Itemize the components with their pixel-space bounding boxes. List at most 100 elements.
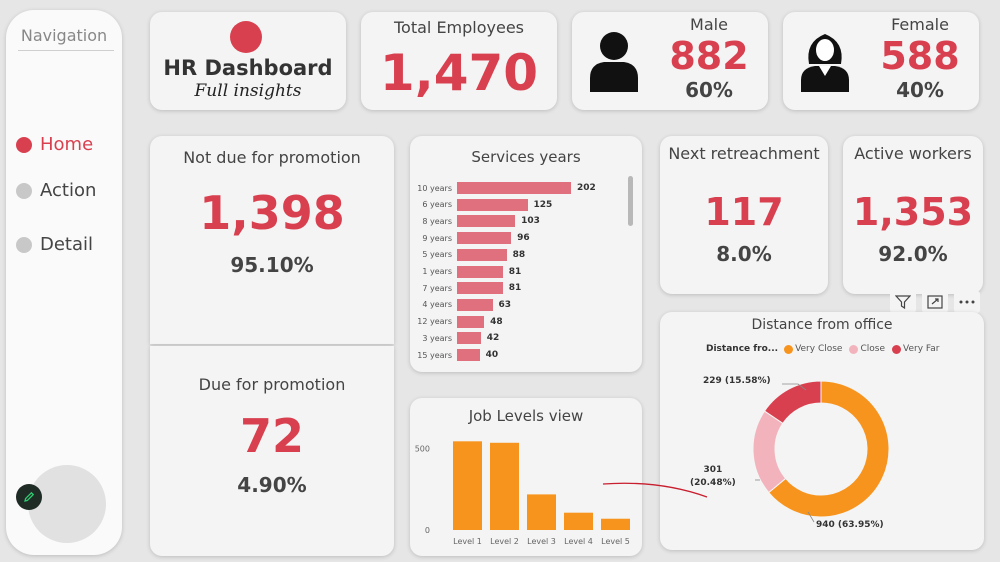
- next-retreachment-value: 117: [704, 190, 784, 234]
- next-retreachment-label: Next retreachment: [668, 144, 820, 163]
- bar-category-label: 12 years: [417, 317, 452, 327]
- services-bar[interactable]: [457, 265, 503, 278]
- legend-item-very-far[interactable]: Very Far: [892, 344, 939, 354]
- nav-item-home[interactable]: Home: [16, 134, 93, 155]
- x-tick-label: Level 4: [564, 537, 593, 546]
- nav-item-action[interactable]: Action: [16, 180, 96, 201]
- x-tick-label: Level 1: [453, 537, 482, 546]
- bar-value-label: 40: [485, 350, 499, 360]
- focus-mode-button[interactable]: [922, 291, 948, 313]
- job-level-bar[interactable]: [527, 494, 556, 530]
- distance-title: Distance from office: [751, 317, 893, 333]
- services-bar-row[interactable]: 12 years 48: [410, 315, 503, 328]
- y-tick-label: 0: [425, 526, 430, 535]
- job-levels-chart: 500 0 Level 1 Level 2 Level 3 Level 4 Level 5: [415, 441, 630, 546]
- job-level-bar[interactable]: [453, 441, 482, 530]
- bar-value-label: 202: [577, 183, 596, 193]
- expand-icon: [927, 295, 943, 309]
- services-bar[interactable]: [457, 248, 507, 261]
- female-label: Female: [891, 15, 949, 34]
- x-tick-label: Level 5: [601, 537, 630, 546]
- bar-category-label: 9 years: [422, 233, 452, 243]
- services-bar-row[interactable]: 1 years 81: [410, 265, 522, 278]
- legend-title: Distance fro...: [706, 344, 779, 354]
- services-bar-row[interactable]: 4 years 63: [410, 298, 512, 311]
- bar-value-label: 63: [498, 299, 512, 310]
- bar-category-label: 4 years: [422, 300, 452, 310]
- services-bar[interactable]: [457, 198, 528, 211]
- male-percent: 60%: [685, 78, 733, 102]
- divider: [18, 50, 114, 51]
- dashboard-subtitle: Full insights: [194, 81, 302, 101]
- services-bar-row[interactable]: 9 years 96: [410, 232, 530, 245]
- active-workers-label: Active workers: [854, 144, 972, 163]
- services-years-title: Services years: [471, 148, 581, 166]
- total-employees-card: Total Employees 1,470: [361, 12, 557, 110]
- bar-value-label: 96: [517, 233, 530, 244]
- chart-scrollbar[interactable]: [628, 176, 633, 226]
- services-bar-row[interactable]: 3 years 42: [410, 332, 499, 345]
- services-bar[interactable]: [457, 315, 485, 328]
- services-bar[interactable]: [457, 349, 480, 361]
- due-promotion-percent: 4.90%: [237, 473, 307, 497]
- due-promotion-label: Due for promotion: [198, 375, 346, 394]
- legend-label: Close: [860, 344, 885, 354]
- legend-dot: [892, 344, 901, 354]
- y-tick-label: 500: [415, 444, 430, 453]
- legend-dot: [784, 344, 794, 354]
- services-bar[interactable]: [457, 215, 516, 228]
- services-bar-row[interactable]: 6 years 125: [410, 198, 552, 211]
- female-card: Female 588 40%: [783, 12, 979, 110]
- male-label: Male: [690, 15, 728, 34]
- edit-button[interactable]: [16, 484, 42, 510]
- bar-value-label: 81: [508, 283, 522, 294]
- active-workers-percent: 92.0%: [878, 242, 948, 266]
- nav-item-label: Action: [40, 180, 97, 201]
- services-years-chart-card: Services years 10 years 202 6 years 125 8 ye…: [410, 136, 642, 372]
- job-level-bar[interactable]: [564, 512, 593, 530]
- next-retreachment-percent: 8.0%: [716, 242, 772, 266]
- male-value: 882: [669, 34, 749, 78]
- visual-toolbar: [890, 290, 986, 314]
- female-value: 588: [880, 34, 960, 78]
- services-bar[interactable]: [457, 298, 493, 311]
- legend-label: Very Far: [903, 344, 940, 354]
- donut-slice-very-far[interactable]: [763, 380, 822, 425]
- legend-item-close[interactable]: Close: [849, 344, 885, 354]
- bar-value-label: 103: [521, 216, 540, 227]
- more-options-button[interactable]: [954, 291, 980, 313]
- donut-label-very-close: 940 (63.95%): [816, 520, 884, 530]
- legend-item-very-close[interactable]: Very Close: [784, 344, 842, 354]
- services-bar-row[interactable]: 7 years 81: [410, 282, 522, 295]
- bar-category-label: 10 years: [417, 183, 452, 193]
- filter-button[interactable]: [890, 291, 916, 313]
- services-bar[interactable]: [457, 232, 512, 245]
- due-promotion-card: Due for promotion 72 4.90%: [150, 346, 394, 556]
- dashboard-title: HR Dashboard: [163, 56, 333, 80]
- total-employees-value: 1,470: [379, 44, 539, 102]
- job-level-bar[interactable]: [601, 518, 630, 530]
- active-workers-card: Active workers 1,353 92.0%: [843, 136, 983, 294]
- x-tick-label: Level 2: [490, 537, 519, 546]
- bar-value-label: 81: [508, 266, 522, 277]
- services-bar[interactable]: [457, 282, 503, 295]
- donut-label-very-far: 229 (15.58%): [703, 376, 771, 386]
- next-retreachment-card: Next retreachment 117 8.0%: [660, 136, 828, 294]
- leader-line: [782, 383, 807, 391]
- due-promotion-value: 72: [239, 409, 304, 463]
- services-bar[interactable]: [457, 182, 571, 194]
- donut-slice-very-close[interactable]: [768, 380, 890, 518]
- bar-category-label: 5 years: [422, 250, 452, 260]
- services-bar-row[interactable]: 15 years 40: [410, 349, 498, 361]
- active-workers-value: 1,353: [852, 190, 974, 234]
- services-bar-row[interactable]: 5 years 88: [410, 248, 526, 261]
- job-level-bar[interactable]: [490, 442, 519, 530]
- pencil-icon: [24, 491, 35, 502]
- filter-icon: [895, 295, 911, 309]
- services-bar-row[interactable]: 10 years 202: [410, 182, 596, 194]
- male-card: Male 882 60%: [572, 12, 768, 110]
- nav-item-detail[interactable]: Detail: [16, 234, 93, 255]
- bar-value-label: 88: [512, 249, 526, 260]
- services-bar[interactable]: [457, 332, 481, 345]
- services-bar-row[interactable]: 8 years 103: [410, 215, 540, 228]
